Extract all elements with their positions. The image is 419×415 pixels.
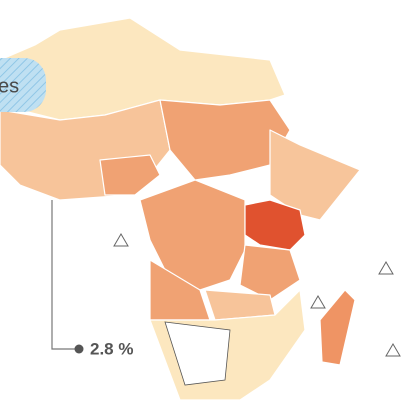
madagascar <box>319 289 356 366</box>
bubble-label: es <box>0 75 19 97</box>
horn-of-africa <box>269 129 361 221</box>
label-bubble <box>0 58 46 112</box>
tanzania <box>239 244 301 301</box>
nigeria <box>99 154 161 196</box>
callout-label: 2.8 % <box>90 339 133 358</box>
no-data-markers <box>113 233 401 357</box>
callout-dot <box>74 344 84 354</box>
kenya-uganda <box>244 199 306 251</box>
callout-line <box>51 200 78 350</box>
namibia-botswana <box>164 321 231 386</box>
central-africa <box>139 179 246 291</box>
